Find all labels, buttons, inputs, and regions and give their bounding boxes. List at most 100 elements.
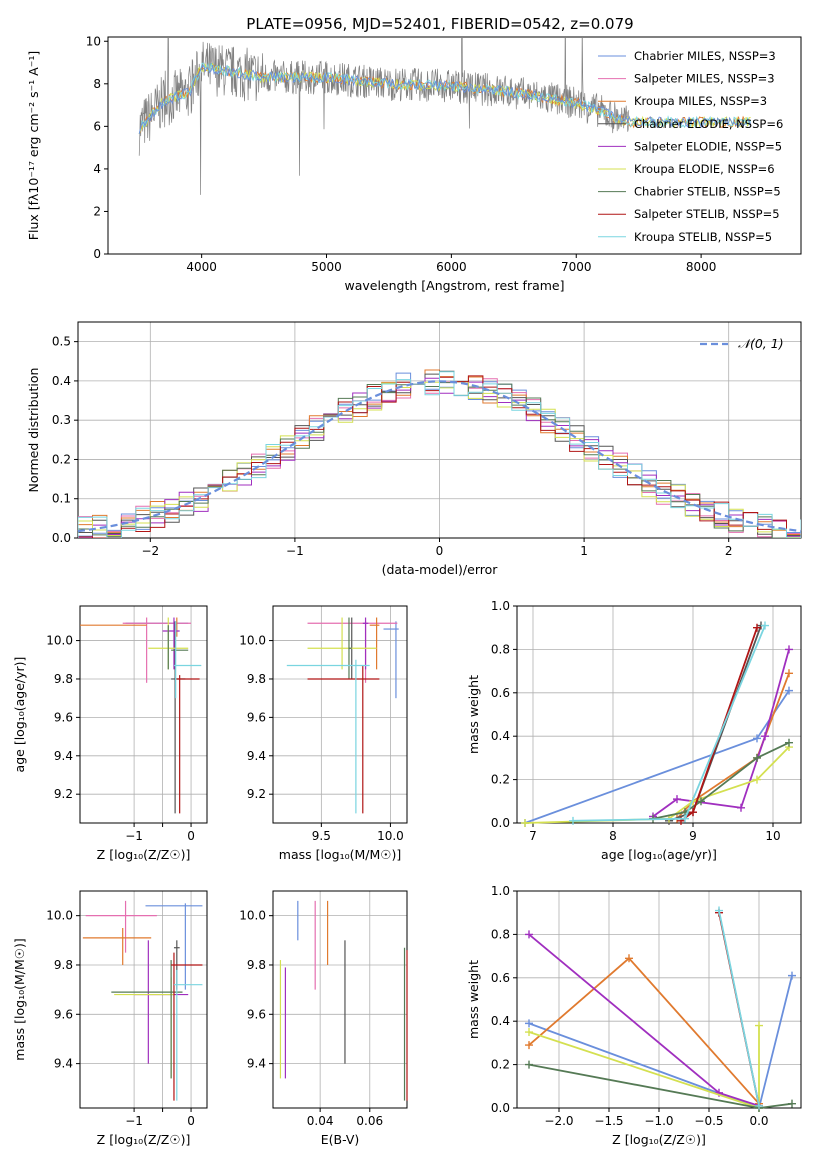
x-tick-label: 8000 (686, 260, 717, 274)
y-tick-label: 1.0 (491, 599, 510, 613)
residual-histogram-panel: −2 −1 0 1 2 0.0 0.1 0.2 0.3 0.4 0.5 (data-model)/er… (26, 321, 802, 577)
y-tick-label: 9.4 (247, 1057, 266, 1071)
weight-marker (753, 775, 761, 784)
legend: Chabrier MILES, NSSP=3 Salpeter MILES, NS… (598, 49, 783, 244)
y-tick-label: 9.8 (247, 672, 266, 686)
weight-marker (737, 803, 745, 812)
x-tick-label: 2 (725, 544, 733, 558)
y-tick-label: 9.8 (54, 958, 73, 972)
legend-label: Kroupa MILES, NSSP=3 (634, 94, 767, 108)
x-tick-label: 0 (436, 544, 444, 558)
weight-marker (715, 906, 723, 915)
y-axis-label: Flux [fλ10⁻¹⁷ erg cm⁻² s⁻¹ A⁻¹] (26, 51, 41, 240)
age-vs-metallicity-panel: −1 0 9.2 9.4 9.6 9.8 10.0 Z [log₁₀(Z/Z☉)] age [l… (12, 605, 208, 862)
axes-frame (272, 605, 408, 824)
y-tick-label: 8 (93, 77, 101, 91)
legend-label: Salpeter MILES, NSSP=3 (634, 72, 775, 86)
y-tick-label: 10.0 (239, 909, 266, 923)
x-tick-label: 4000 (186, 260, 217, 274)
y-tick-label: 9.4 (247, 749, 266, 763)
y-tick-label: 0.2 (491, 773, 510, 787)
y-tick-label: 10.0 (46, 909, 73, 923)
legend-label: Salpeter ELODIE, NSSP=5 (634, 139, 782, 153)
y-tick-label: 0.8 (491, 927, 510, 941)
legend-label: Salpeter STELIB, NSSP=5 (634, 207, 780, 221)
normal-curve (77, 380, 802, 533)
weight-marker (755, 1021, 763, 1030)
y-tick-label: 0.1 (52, 492, 71, 506)
weight-line (528, 975, 793, 1110)
y-tick-label: 0.0 (491, 1101, 510, 1115)
weight-marker (673, 795, 681, 804)
x-tick-label: 0.0 (749, 1114, 768, 1128)
x-tick-label: −1.0 (644, 1114, 673, 1128)
mass-vs-metallicity-panel: −1 0 9.4 9.6 9.8 10.0 Z [log₁₀(Z/Z☉)] mass [log… (12, 890, 208, 1147)
weight-vs-metallicity-panel: −2.0 −1.5 −1.0 −0.5 0.0 0.0 0.2 0.4 0.6 0.8 1.0 Z [… (466, 884, 802, 1147)
x-tick-label: 7000 (561, 260, 592, 274)
x-axis-label: wavelength [Angstrom, rest frame] (344, 278, 564, 293)
weight-vs-age-panel: 7 8 9 10 0.0 0.2 0.4 0.6 0.8 1.0 age [log₁₀(age/yr… (466, 599, 802, 862)
x-tick-label: 1 (580, 544, 588, 558)
mass-vs-ebv-panel: 0.04 0.06 9.4 9.6 9.8 10.0 E(B-V) (239, 890, 408, 1147)
weight-marker (785, 669, 793, 678)
weight-line (524, 690, 790, 824)
axes-frame (272, 890, 408, 1109)
x-tick-label: −1.5 (594, 1114, 623, 1128)
y-tick-label: 0.4 (491, 729, 510, 743)
x-tick-label: 0.06 (356, 1114, 383, 1128)
y-tick-label: 0.2 (52, 452, 71, 466)
y-tick-label: 9.8 (247, 958, 266, 972)
x-axis-label: Z [log₁₀(Z/Z☉)] (97, 1132, 191, 1147)
x-tick-label: −1 (286, 544, 304, 558)
spectrum-panel: 4000 5000 6000 7000 8000 0 2 4 6 8 10 wavelength [A… (26, 34, 802, 293)
axes-frame (107, 36, 802, 255)
y-tick-label: 9.6 (247, 710, 266, 724)
weight-marker (788, 971, 796, 980)
weight-marker (785, 645, 793, 654)
y-tick-label: 0.8 (491, 642, 510, 656)
y-tick-label: 9.8 (54, 672, 73, 686)
legend-label: Chabrier MILES, NSSP=3 (634, 49, 776, 63)
weight-marker (681, 814, 689, 823)
age-vs-mass-panel: 9.5 10.0 9.2 9.4 9.6 9.8 10.0 mass [log₁₀(M/M☉)… (239, 605, 408, 862)
weight-line (718, 910, 760, 1106)
x-tick-label: 0 (187, 829, 195, 843)
x-tick-label: 0 (187, 1114, 195, 1128)
y-tick-label: 0 (93, 247, 101, 261)
weight-line (528, 933, 760, 1107)
x-tick-label: 5000 (311, 260, 342, 274)
histogram-step (78, 371, 801, 538)
y-tick-label: 9.4 (54, 1057, 73, 1071)
x-tick-label: 7 (529, 829, 537, 843)
weight-line (572, 625, 766, 822)
y-tick-label: 0.4 (52, 374, 71, 388)
weight-marker (689, 808, 697, 817)
weight-marker (569, 816, 577, 825)
legend-label: 𝒩(0, 1) (738, 336, 784, 351)
weight-marker (755, 1101, 763, 1110)
weight-marker (697, 797, 705, 806)
x-tick-label: −1 (125, 1114, 143, 1128)
y-tick-label: 9.4 (54, 749, 73, 763)
y-tick-label: 0.6 (491, 686, 510, 700)
weight-marker (761, 732, 769, 741)
x-axis-label: age [log₁₀(age/yr)] (601, 847, 717, 862)
y-tick-label: 10.0 (46, 634, 73, 648)
x-tick-label: −2.0 (544, 1114, 573, 1128)
y-tick-label: 9.2 (247, 787, 266, 801)
weight-marker (525, 1041, 533, 1050)
model-spectrum-line (138, 64, 752, 134)
y-axis-label: mass weight (466, 675, 481, 754)
axes-frame (516, 605, 802, 824)
y-tick-label: 10.0 (239, 634, 266, 648)
y-tick-label: 0.3 (52, 413, 71, 427)
x-axis-label: E(B-V) (321, 1132, 360, 1147)
weight-marker (525, 1019, 533, 1028)
x-tick-label: 8 (609, 829, 617, 843)
y-tick-label: 0.0 (52, 531, 71, 545)
y-axis-label: Normed distribution (26, 368, 41, 493)
data-spectrum-line (138, 37, 630, 195)
x-tick-label: 10 (765, 829, 780, 843)
y-tick-label: 0.0 (491, 816, 510, 830)
